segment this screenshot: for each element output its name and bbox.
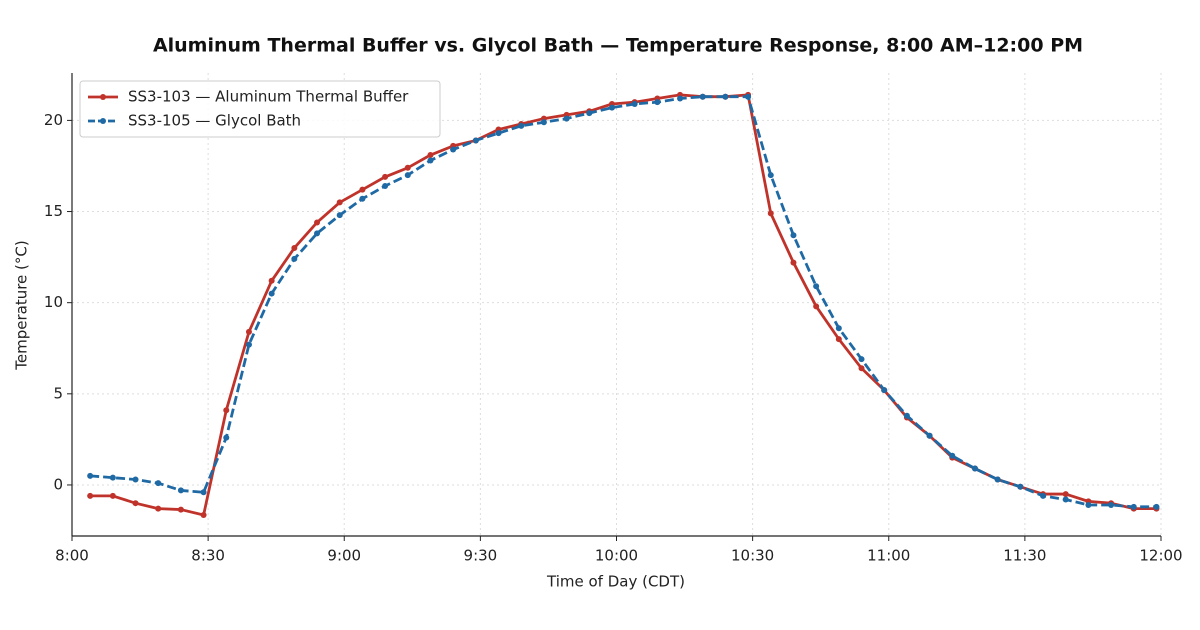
data-point: [109, 474, 116, 481]
data-point: [427, 152, 434, 159]
data-point: [1130, 503, 1137, 510]
data-point: [359, 186, 366, 193]
data-point: [1040, 492, 1047, 499]
x-tick-label: 11:30: [1003, 547, 1046, 565]
data-point: [245, 328, 252, 335]
data-point: [835, 336, 842, 343]
y-tick-label: 20: [44, 111, 63, 129]
y-tick-label: 15: [44, 202, 63, 220]
data-point: [223, 434, 230, 441]
data-point: [404, 172, 411, 179]
y-tick-label: 5: [53, 384, 63, 402]
data-point: [245, 341, 252, 348]
data-point: [223, 407, 230, 414]
data-point: [722, 93, 729, 100]
data-point: [994, 476, 1001, 483]
legend-label: SS3-105 — Glycol Bath: [128, 112, 301, 130]
chart-title: Aluminum Thermal Buffer vs. Glycol Bath …: [153, 35, 1083, 57]
data-point: [404, 164, 411, 171]
data-point: [586, 110, 593, 117]
data-point: [1017, 483, 1024, 490]
x-tick-label: 9:00: [327, 547, 361, 565]
data-point: [268, 277, 275, 284]
data-point: [427, 157, 434, 164]
data-point: [495, 130, 502, 137]
data-point: [926, 432, 933, 439]
data-point: [336, 199, 343, 206]
data-point: [291, 244, 298, 251]
data-point: [382, 173, 389, 180]
data-point: [155, 480, 162, 487]
x-tick-label: 8:30: [191, 547, 225, 565]
legend-marker: [100, 118, 106, 124]
legend-label: SS3-103 — Aluminum Thermal Buffer: [128, 88, 409, 106]
data-point: [177, 487, 184, 494]
data-point: [813, 283, 820, 290]
data-point: [699, 93, 706, 100]
data-point: [858, 356, 865, 363]
data-point: [336, 212, 343, 219]
data-point: [1062, 496, 1069, 503]
data-point: [450, 146, 457, 153]
data-point: [563, 115, 570, 122]
x-tick-label: 10:00: [595, 547, 638, 565]
series-line: [90, 95, 1157, 509]
data-point: [790, 232, 797, 239]
x-tick-label: 12:00: [1139, 547, 1182, 565]
x-axis-label: Time of Day (CDT): [546, 573, 685, 591]
series-line: [90, 93, 1157, 517]
data-point: [903, 412, 910, 419]
data-point: [608, 104, 615, 111]
x-tick-label: 8:00: [55, 547, 89, 565]
data-point: [472, 137, 479, 144]
legend-marker: [100, 94, 106, 100]
data-point: [1153, 503, 1160, 510]
data-point: [813, 303, 820, 310]
data-point: [132, 476, 139, 483]
data-point: [949, 452, 956, 459]
y-tick-label: 10: [44, 293, 63, 311]
data-point: [971, 465, 978, 472]
legend-box: [79, 80, 441, 138]
data-point: [200, 512, 207, 519]
data-point: [654, 99, 661, 106]
data-point: [87, 492, 94, 499]
data-point: [518, 122, 525, 129]
data-point: [359, 195, 366, 202]
data-point: [314, 219, 321, 226]
data-point: [767, 172, 774, 179]
data-point: [291, 255, 298, 262]
x-tick-label: 11:00: [867, 547, 910, 565]
data-point: [790, 259, 797, 266]
data-point: [745, 93, 752, 100]
y-axis-label: Temperature (°C): [13, 240, 31, 370]
data-point: [881, 387, 888, 394]
data-point: [109, 492, 116, 499]
data-point: [1062, 491, 1069, 498]
y-tick-label: 0: [53, 475, 63, 493]
data-point: [268, 290, 275, 297]
data-point: [132, 500, 139, 507]
data-point: [177, 506, 184, 513]
data-point: [858, 365, 865, 372]
x-tick-label: 9:30: [464, 547, 498, 565]
data-point: [631, 100, 638, 107]
data-point: [155, 505, 162, 512]
data-point: [87, 472, 94, 479]
data-point: [1108, 502, 1115, 509]
data-point: [1085, 502, 1092, 509]
x-tick-label: 10:30: [731, 547, 774, 565]
data-point: [835, 325, 842, 332]
data-point: [382, 183, 389, 190]
data-point: [314, 230, 321, 237]
data-point: [540, 119, 547, 126]
data-point: [677, 95, 684, 102]
data-point: [200, 489, 207, 496]
data-point: [767, 210, 774, 217]
